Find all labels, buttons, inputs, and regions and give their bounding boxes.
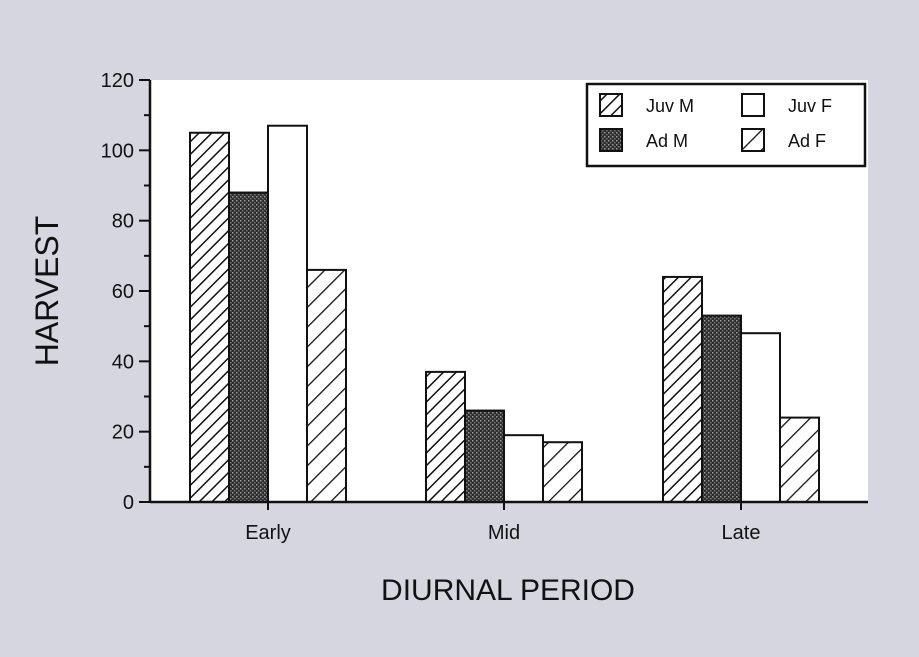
y-tick-label: 80: [112, 211, 134, 233]
x-tick-label-late: Late: [722, 522, 761, 544]
bar-juv-f-early: [267, 124, 308, 503]
bar-juv-f-mid: [503, 434, 544, 503]
legend-label-ad-m: Ad M: [646, 131, 688, 151]
legend-swatch-ad-m: [599, 128, 623, 152]
bar-ad-m-early: [228, 191, 269, 504]
y-tick-label: 20: [112, 422, 134, 444]
x-axis-title: DIURNAL PERIOD: [381, 574, 635, 607]
bar-ad-f-early: [306, 268, 347, 503]
x-tick-label-mid: Mid: [488, 522, 520, 544]
bar-juv-m-late: [662, 275, 703, 503]
legend-swatch-juv-f: [741, 93, 765, 117]
bar-juv-f-late: [740, 332, 781, 504]
bars: [189, 124, 820, 504]
legend-swatch-ad-f: [741, 128, 765, 152]
y-tick-label: 40: [112, 351, 134, 373]
bar-juv-m-mid: [425, 370, 466, 503]
y-tick-label: 60: [112, 281, 134, 303]
bar-ad-f-late: [779, 416, 820, 504]
x-tick-label-early: Early: [245, 522, 291, 544]
y-tick-label: 120: [101, 70, 134, 92]
legend-box: [585, 82, 867, 168]
bar-ad-m-late: [701, 314, 742, 503]
bar-ad-f-mid: [542, 441, 583, 504]
x-category-labels: Early Mid Late: [245, 502, 760, 544]
legend-swatch-juv-m: [599, 93, 623, 117]
bar-ad-m-mid: [464, 409, 505, 504]
y-axis-title: HARVEST: [29, 216, 65, 367]
legend-label-juv-f: Juv F: [788, 96, 832, 116]
legend-label-juv-m: Juv M: [646, 96, 694, 116]
y-tick-label: 100: [101, 140, 134, 162]
bar-juv-m-early: [189, 131, 230, 503]
y-ticks: 0 20 40 60 80 100 120: [101, 70, 150, 514]
y-tick-label: 0: [123, 492, 134, 514]
legend: Juv M Juv F Ad M Ad F: [585, 82, 867, 168]
legend-label-ad-f: Ad F: [788, 131, 826, 151]
